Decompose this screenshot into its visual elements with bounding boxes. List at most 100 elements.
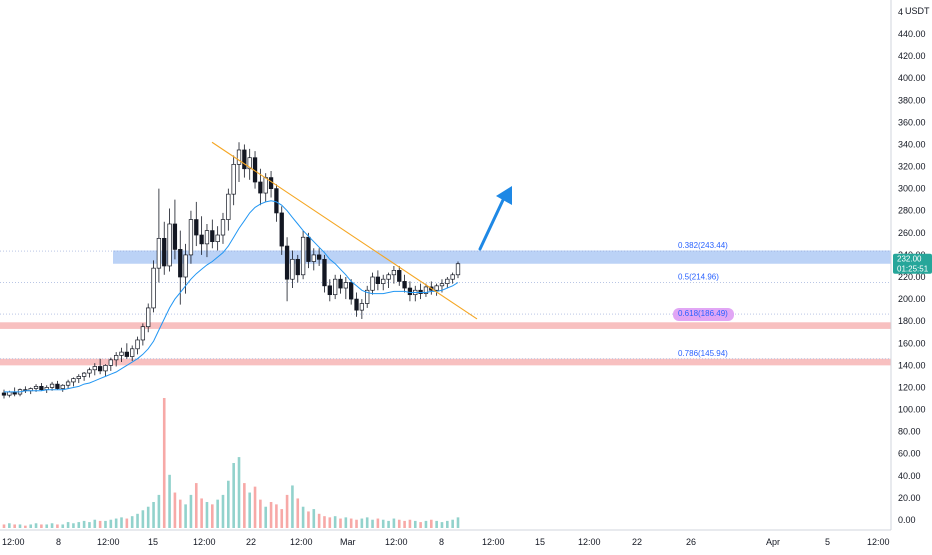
candle-43[interactable] bbox=[231, 155, 236, 206]
candle-69[interactable] bbox=[370, 272, 375, 295]
candle-35[interactable] bbox=[188, 210, 194, 264]
candle-44[interactable] bbox=[236, 142, 242, 183]
candle-19[interactable] bbox=[103, 364, 108, 377]
candle-78[interactable] bbox=[418, 283, 423, 300]
candle-83[interactable] bbox=[445, 277, 450, 289]
volume-bar-84 bbox=[451, 519, 454, 528]
volume-bar-76 bbox=[408, 519, 412, 528]
candle-71[interactable] bbox=[381, 274, 386, 291]
candle-14[interactable] bbox=[76, 374, 81, 384]
candle-32[interactable] bbox=[172, 199, 178, 260]
candle-24[interactable] bbox=[130, 345, 135, 361]
currency-label[interactable]: USDT bbox=[905, 6, 930, 16]
candle-51[interactable] bbox=[274, 184, 279, 222]
candle-63[interactable] bbox=[338, 274, 343, 294]
candle-10[interactable] bbox=[55, 380, 60, 390]
candle-59[interactable] bbox=[316, 248, 322, 266]
candle-68[interactable] bbox=[365, 285, 370, 308]
candle-64[interactable] bbox=[343, 277, 348, 300]
zone-0[interactable] bbox=[113, 250, 891, 264]
candle-52[interactable] bbox=[279, 206, 284, 255]
candle-67[interactable] bbox=[359, 299, 365, 319]
candle-30[interactable] bbox=[162, 221, 167, 275]
candle-13[interactable] bbox=[71, 377, 76, 387]
candle-23[interactable] bbox=[124, 343, 129, 359]
candle-25[interactable] bbox=[135, 336, 140, 355]
x-tick-label-17: 12:00 bbox=[867, 537, 890, 547]
candle-72[interactable] bbox=[386, 272, 391, 289]
candle-7[interactable] bbox=[39, 383, 44, 391]
candle-15[interactable] bbox=[81, 371, 87, 381]
candle-22[interactable] bbox=[119, 347, 124, 363]
candle-62[interactable] bbox=[333, 274, 338, 300]
candle-60[interactable] bbox=[322, 254, 327, 293]
volume-bar-35 bbox=[189, 494, 193, 528]
volume-bar-80 bbox=[429, 519, 433, 528]
candle-12[interactable] bbox=[65, 379, 71, 389]
candle-16[interactable] bbox=[87, 367, 92, 378]
volume-bar-12 bbox=[66, 522, 70, 528]
candle-18[interactable] bbox=[97, 358, 103, 375]
candle-40[interactable] bbox=[215, 226, 220, 251]
x-tick-label-0: 12:00 bbox=[2, 537, 25, 547]
candle-57[interactable] bbox=[306, 232, 311, 269]
candle-81[interactable] bbox=[434, 283, 439, 296]
volume-bar-17 bbox=[93, 519, 97, 528]
candle-74[interactable] bbox=[397, 265, 402, 286]
candle-70[interactable] bbox=[375, 270, 381, 291]
candle-75[interactable] bbox=[402, 274, 407, 293]
candle-73[interactable] bbox=[391, 265, 397, 284]
volume-bar-67 bbox=[360, 518, 364, 528]
bullish-arrow-icon[interactable] bbox=[478, 186, 512, 251]
fib-layer: 0.382(243.44) 0.5(214.96) 0.618(186.49) 0.7… bbox=[0, 241, 891, 360]
candle-61[interactable] bbox=[327, 279, 332, 302]
time-axis[interactable]: 12:00 8 12:00 15 12:00 22 12:00 Mar 12:00 8 12:00 1… bbox=[2, 537, 890, 547]
candle-37[interactable] bbox=[199, 216, 204, 255]
y-tick-label-19: 380.00 bbox=[898, 95, 926, 105]
y-tick-label-10: 200.00 bbox=[898, 294, 926, 304]
candle-45[interactable] bbox=[242, 144, 247, 178]
candle-42[interactable] bbox=[226, 188, 231, 231]
candle-20[interactable] bbox=[108, 357, 113, 371]
fib-label-2: 0.618(186.49) bbox=[678, 309, 728, 318]
descending-trendline[interactable] bbox=[211, 141, 478, 320]
zone-2[interactable] bbox=[0, 358, 891, 366]
candle-31[interactable] bbox=[167, 208, 172, 272]
candle-27[interactable] bbox=[146, 303, 151, 333]
candle-11[interactable] bbox=[60, 384, 65, 392]
volume-bar-77 bbox=[413, 520, 417, 528]
candle-56[interactable] bbox=[300, 230, 306, 280]
candle-46[interactable] bbox=[247, 148, 252, 180]
candle-85[interactable] bbox=[455, 261, 461, 279]
volume-bar-65 bbox=[349, 518, 353, 528]
volume-bar-5 bbox=[29, 524, 33, 528]
y-tick-label-14: 280.00 bbox=[898, 206, 926, 216]
candle-36[interactable] bbox=[194, 201, 199, 247]
y-tick-label-6: 120.00 bbox=[898, 382, 926, 392]
candle-29[interactable] bbox=[156, 188, 162, 283]
candle-53[interactable] bbox=[284, 237, 290, 302]
candle-41[interactable] bbox=[220, 212, 226, 244]
candle-28[interactable] bbox=[151, 260, 156, 313]
candle-84[interactable] bbox=[450, 272, 455, 284]
y-tick-label-7: 140.00 bbox=[898, 360, 926, 370]
candle-55[interactable] bbox=[295, 254, 300, 283]
candle-21[interactable] bbox=[114, 352, 119, 367]
candle-39[interactable] bbox=[210, 219, 215, 249]
candle-66[interactable] bbox=[354, 292, 359, 317]
candle-17[interactable] bbox=[92, 363, 97, 376]
candle-76[interactable] bbox=[407, 281, 413, 302]
y-tick-label-13: 260.00 bbox=[898, 228, 926, 238]
candle-0[interactable] bbox=[1, 389, 7, 399]
volume-bar-38 bbox=[205, 502, 209, 528]
candle-38[interactable] bbox=[204, 223, 210, 258]
candle-58[interactable] bbox=[311, 248, 316, 271]
candle-79[interactable] bbox=[423, 283, 429, 297]
volume-bar-41 bbox=[221, 494, 225, 528]
candle-65[interactable] bbox=[349, 279, 354, 305]
zone-1[interactable] bbox=[0, 322, 891, 329]
candle-54[interactable] bbox=[290, 250, 295, 289]
volume-bar-1 bbox=[8, 523, 11, 528]
candle-26[interactable] bbox=[140, 323, 146, 346]
